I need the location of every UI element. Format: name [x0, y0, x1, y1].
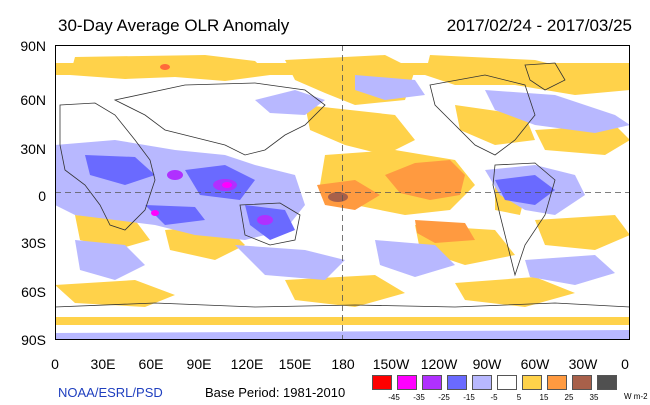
eurasia-coast [113, 82, 326, 156]
lat-label-30s: 30S [21, 235, 46, 251]
brown-core [328, 192, 348, 202]
africa-blue [85, 155, 155, 185]
legend-units: W m-2 [624, 392, 648, 401]
coastlines [55, 62, 630, 308]
legend-swatch-4 [447, 375, 467, 390]
legend-swatch-10 [597, 375, 617, 390]
south-america-coast [492, 162, 556, 277]
southern-atlantic-negative [525, 255, 615, 285]
antarctica-coast [55, 302, 630, 308]
legend-tick-2: -35 [413, 393, 425, 402]
lon-label-30w: 30W [568, 356, 598, 372]
africa-europe-coast [59, 102, 156, 231]
legend-swatch-2 [397, 375, 417, 390]
lat-label-30n: 30N [20, 141, 46, 157]
very-strong-negative-regions [151, 182, 232, 216]
australia-coast [239, 202, 301, 246]
date-line-orange [317, 180, 380, 210]
lon-label-90e: 90E [186, 356, 212, 372]
lon-label-0: 0 [51, 356, 59, 372]
magenta-core-2 [151, 210, 159, 216]
legend-swatch-8 [547, 375, 567, 390]
south-pacific-orange [415, 220, 475, 243]
lon-label-120w: 120W [420, 356, 458, 372]
lat-label-60n: 60N [20, 92, 46, 108]
legend-swatch-6 [497, 375, 517, 390]
legend-tick-5: -5 [490, 393, 498, 402]
map-canvas [55, 45, 630, 340]
lon-label-120e: 120E [230, 356, 264, 372]
legend-swatch-9 [572, 375, 592, 390]
map-frame [55, 45, 630, 340]
legend-tick-8: 25 [564, 393, 574, 402]
legend-swatch-7 [522, 375, 542, 390]
greenland-coast [524, 62, 566, 91]
lon-label-60e: 60E [138, 356, 164, 372]
legend-tick-4: -15 [463, 393, 475, 402]
central-pacific-orange-1 [385, 160, 465, 200]
indian-ocean-blue [145, 205, 205, 225]
north-america-coast [429, 74, 536, 156]
lon-label-60w: 60W [520, 356, 550, 372]
source-credit: NOAA/ESRL/PSD [58, 385, 163, 400]
atlantic-north-patch [535, 125, 630, 155]
lat-label-0: 0 [38, 188, 46, 204]
lat-label-90n: 90N [20, 38, 46, 54]
central-pacific-north-patch [305, 105, 415, 155]
lon-label-0-east: 0 [621, 356, 629, 372]
date-range: 2017/02/24 - 2017/03/25 [446, 16, 632, 35]
south-atlantic-negative [75, 240, 145, 280]
lon-label-150e: 150E [278, 356, 312, 372]
southern-ocean-patch-3 [455, 277, 575, 307]
moderate-negative-regions [85, 155, 555, 240]
legend-tick-6: 5 [516, 393, 522, 402]
north-pacific-negative [355, 75, 425, 100]
lon-label-180: 180 [331, 356, 355, 372]
legend-swatch-5 [472, 375, 492, 390]
legend-tick-9: 35 [589, 393, 599, 402]
arctic-patch-west [70, 55, 270, 81]
legend-tick-7: 15 [539, 393, 549, 402]
legend-swatch-3 [422, 375, 442, 390]
magenta-core-1 [222, 182, 232, 188]
australia-south-negative [235, 245, 345, 280]
purple-core-3 [257, 215, 273, 225]
south-atlantic-east-patch [535, 215, 630, 250]
southern-ocean-patch-1 [55, 280, 175, 307]
olr-anomaly-map [55, 45, 630, 340]
strong-positive-regions [317, 160, 475, 243]
amazon-blue [495, 175, 555, 205]
lon-label-90w: 90W [472, 356, 502, 372]
map-title: 30-Day Average OLR Anomaly [58, 16, 290, 35]
lon-label-30e: 30E [90, 356, 116, 372]
legend-swatch-1 [372, 375, 392, 390]
arctic-orange-core [160, 64, 170, 70]
very-strong-positive-regions [160, 64, 348, 202]
legend-tick-3: -25 [438, 393, 450, 402]
north-atlantic-patch [425, 55, 630, 95]
legend-tick-1: -45 [388, 393, 400, 402]
lon-label-150w: 150W [372, 356, 410, 372]
purple-core-2 [167, 170, 183, 180]
base-period: Base Period: 1981-2010 [205, 385, 346, 400]
east-asia-negative [255, 90, 325, 115]
lat-label-60s: 60S [21, 284, 46, 300]
atlantic-negative [485, 90, 630, 133]
southern-ocean-patch-2 [285, 275, 405, 307]
south-pacific-negative [375, 240, 455, 277]
lat-label-90s: 90S [21, 332, 46, 348]
